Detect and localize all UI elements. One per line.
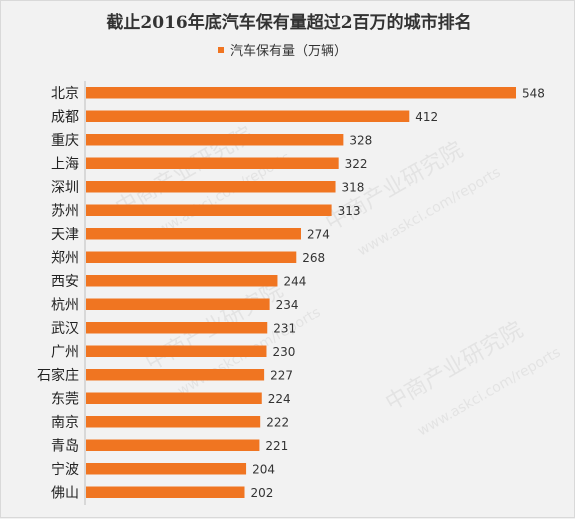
bar [86, 486, 245, 498]
value-label: 328 [349, 133, 372, 147]
value-label: 313 [338, 204, 361, 218]
bar [86, 392, 262, 404]
bar [86, 134, 344, 146]
value-label: 234 [276, 298, 299, 312]
category-label: 宁波 [51, 461, 79, 478]
category-label: 深圳 [51, 180, 79, 196]
watermark-text: 中商产业研究院 [382, 318, 528, 417]
category-label: 成都 [51, 109, 79, 125]
category-label: 重庆 [51, 133, 79, 149]
value-label: 222 [266, 415, 289, 429]
category-label: 杭州 [51, 297, 79, 313]
bar [86, 181, 336, 193]
value-label: 221 [265, 439, 288, 453]
category-label: 北京 [51, 86, 79, 102]
bar [86, 298, 270, 310]
bar [86, 416, 261, 428]
value-label: 412 [415, 110, 438, 124]
category-label: 上海 [51, 156, 79, 172]
value-label: 268 [302, 251, 325, 265]
value-label: 274 [307, 227, 330, 241]
value-label: 231 [273, 321, 296, 335]
bar [86, 345, 267, 357]
legend-swatch [218, 47, 224, 53]
category-label: 广州 [51, 344, 79, 360]
bar [86, 322, 268, 334]
category-label: 郑州 [51, 250, 79, 266]
chart-title: 截止2016年底汽车保有量超过2百万的城市排名 [106, 12, 471, 33]
category-label: 西安 [51, 274, 79, 290]
value-label: 227 [270, 368, 293, 382]
legend-label: 汽车保有量（万辆） [230, 43, 347, 59]
value-label: 224 [268, 392, 291, 406]
category-label: 东莞 [51, 391, 79, 407]
value-label: 204 [252, 462, 275, 476]
value-label: 244 [283, 274, 306, 288]
bar [86, 251, 297, 263]
category-label: 武汉 [51, 321, 79, 337]
bar [86, 439, 260, 451]
bar [86, 275, 278, 287]
category-label: 青岛 [51, 438, 79, 454]
bar [86, 369, 265, 381]
value-label: 230 [272, 345, 295, 359]
value-label: 548 [522, 86, 545, 100]
bar [86, 87, 516, 99]
category-label: 南京 [51, 415, 79, 431]
value-label: 202 [251, 486, 274, 500]
bar [86, 204, 332, 216]
bar [86, 463, 247, 475]
value-label: 322 [345, 157, 368, 171]
bar [86, 157, 339, 169]
category-label: 石家庄 [37, 367, 79, 384]
value-label: 318 [342, 180, 365, 194]
category-label: 天津 [51, 227, 79, 243]
category-label: 佛山 [51, 485, 79, 501]
bar [86, 110, 410, 122]
bar [86, 228, 301, 240]
bars-layer: 北京 548 成都 412 重庆 328 上海 322 深圳 318 苏州 313 天津 274 郑州 268… [37, 86, 545, 502]
legend: 汽车保有量（万辆） [218, 43, 347, 59]
category-label: 苏州 [51, 203, 79, 219]
